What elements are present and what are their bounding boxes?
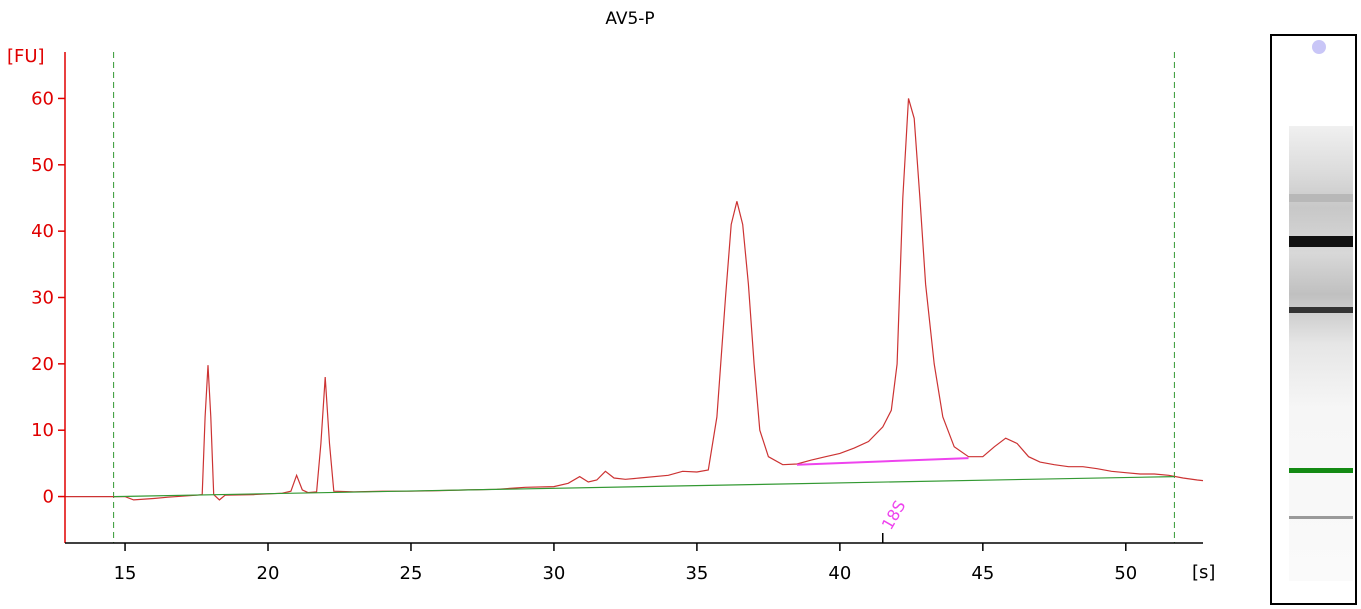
x-tick-label: 40 [828,563,851,584]
y-tick-label: 10 [31,420,54,441]
gel-band-marker [1289,468,1353,473]
baseline-line [113,476,1175,498]
x-tick-label: 25 [400,563,423,584]
x-tick-label: 50 [1114,563,1137,584]
y-tick-label: 20 [31,354,54,375]
gel-image-panel [1270,34,1357,605]
y-tick-label: 50 [31,155,54,176]
gel-band-main [1289,236,1353,247]
electropherogram-chart: AV5-P [FU] [s] 0 10 20 30 40 50 60 15 20 25 30 35 4… [7,9,1215,584]
x-tick-label: 35 [685,563,708,584]
y-tick-label: 0 [43,487,54,508]
gel-band-lower [1289,307,1353,313]
gel-lane [1289,126,1353,581]
chart-title: AV5-P [605,9,654,29]
trace-line [65,98,1204,501]
x-axis-unit: [s] [1192,562,1215,583]
gel-band-upper-faint [1289,194,1353,202]
y-tick-label: 40 [31,221,54,242]
gel-ladder-spot [1312,40,1326,54]
x-tick-label: 45 [971,563,994,584]
x-tick-label: 20 [257,563,280,584]
y-axis-unit: [FU] [7,46,45,67]
gel-band-low [1289,516,1353,519]
x-tick-label: 15 [114,563,137,584]
y-tick-label: 60 [31,88,54,109]
y-tick-label: 30 [31,288,54,309]
peak-baseline-line [796,457,969,466]
annotation-label: 18S [878,497,910,533]
x-tick-label: 30 [542,563,565,584]
